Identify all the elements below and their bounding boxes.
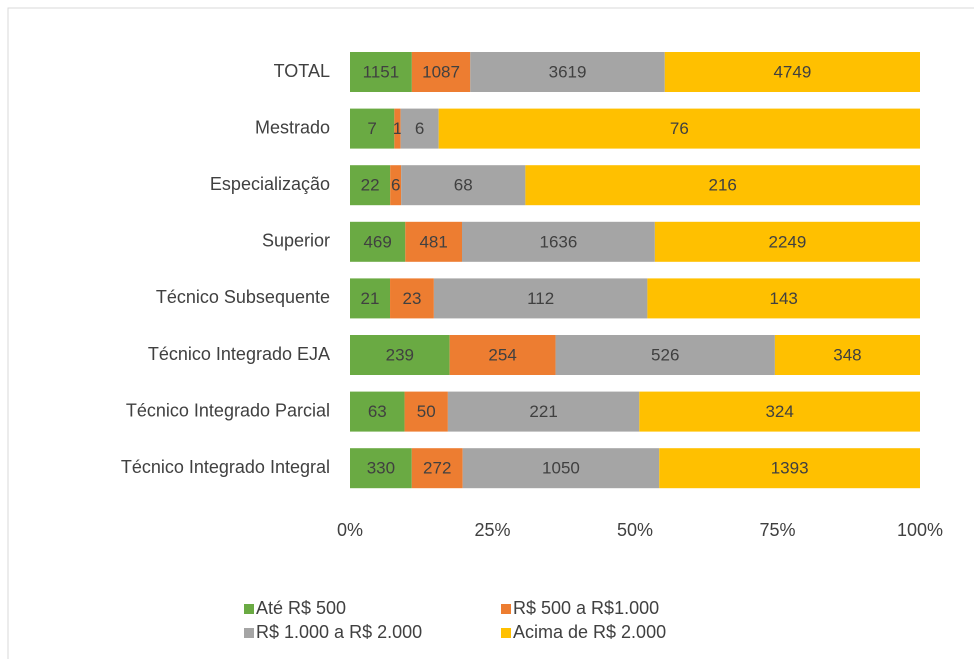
data-label: 254 [488, 345, 516, 364]
data-label: 239 [386, 345, 414, 364]
data-label: 1087 [422, 62, 460, 81]
bar-segment [350, 165, 391, 206]
bar-segment [438, 108, 920, 149]
data-label: 1 [393, 119, 402, 138]
bar-segment [405, 221, 462, 262]
data-label: 469 [363, 232, 391, 251]
bar-segment [639, 391, 920, 432]
x-tick-label: 75% [759, 520, 795, 540]
data-label: 22 [361, 176, 380, 195]
bar-segment [350, 221, 406, 262]
bar-segment [394, 108, 401, 149]
legend-swatch [244, 628, 254, 638]
bar-segment [350, 52, 412, 92]
data-label: 348 [833, 345, 861, 364]
data-label: 2249 [769, 232, 807, 251]
legend-label: Acima de R$ 2.000 [513, 622, 666, 642]
y-tick-label: Técnico Integrado Integral [121, 457, 330, 477]
legend-swatch [501, 628, 511, 638]
data-label: 6 [415, 119, 424, 138]
x-tick-label: 25% [474, 520, 510, 540]
bar-segment [400, 108, 439, 149]
data-label: 23 [402, 289, 421, 308]
data-label: 68 [454, 176, 473, 195]
bar-segment [350, 278, 391, 319]
data-label: 6 [391, 176, 400, 195]
bar-segment [654, 221, 920, 262]
legend-label: R$ 1.000 a R$ 2.000 [256, 622, 422, 642]
data-label: 324 [765, 402, 793, 421]
bar-segment [647, 278, 920, 319]
bar-segment [774, 335, 920, 375]
legend-swatch [244, 604, 254, 614]
data-label: 272 [423, 459, 451, 478]
data-label: 21 [361, 289, 380, 308]
chart-frame [7, 7, 974, 659]
data-label: 3619 [549, 62, 587, 81]
bar-segment [411, 448, 463, 489]
y-tick-label: Especialização [210, 174, 330, 194]
bar-segment [350, 335, 450, 375]
y-tick-label: Técnico Integrado EJA [148, 344, 330, 364]
bar-segment [390, 165, 402, 206]
bar-segment [447, 391, 640, 432]
bar-segment [350, 108, 395, 149]
data-label: 4749 [773, 62, 811, 81]
data-label: 1151 [363, 62, 400, 81]
y-tick-label: Técnico Integrado Parcial [126, 400, 330, 420]
data-label: 7 [367, 119, 376, 138]
bar-segment [350, 391, 405, 432]
bar-segment [664, 52, 920, 92]
y-tick-label: Superior [262, 231, 330, 251]
bar-segment [470, 52, 665, 92]
bar-segment [390, 278, 434, 319]
data-label: 221 [529, 402, 557, 421]
data-label: 481 [419, 232, 447, 251]
bar-segment [449, 335, 556, 375]
x-tick-label: 100% [897, 520, 943, 540]
bar-segment [401, 165, 526, 206]
data-label: 76 [670, 119, 689, 138]
data-label: 1050 [542, 459, 580, 478]
data-label: 143 [770, 289, 798, 308]
legend-label: Até R$ 500 [256, 598, 346, 618]
bar-segment [659, 448, 920, 489]
legend-swatch [501, 604, 511, 614]
bar-segment [404, 391, 448, 432]
data-label: 112 [527, 289, 554, 308]
data-label: 1393 [771, 459, 809, 478]
bar-segment [525, 165, 920, 206]
y-tick-label: TOTAL [274, 61, 330, 81]
data-label: 1636 [540, 232, 578, 251]
data-label: 50 [417, 402, 436, 421]
x-tick-label: 50% [617, 520, 653, 540]
bar-segment [461, 221, 655, 262]
bar-segment [411, 52, 471, 92]
x-tick-label: 0% [337, 520, 363, 540]
bar-segment [350, 448, 412, 489]
bar-segment [433, 278, 648, 319]
y-tick-label: Mestrado [255, 117, 330, 137]
bar-segment [555, 335, 775, 375]
data-label: 330 [367, 459, 395, 478]
y-tick-label: Técnico Subsequente [156, 287, 330, 307]
data-label: 63 [368, 402, 387, 421]
bar-segment [462, 448, 660, 489]
data-label: 216 [709, 176, 737, 195]
data-label: 526 [651, 345, 679, 364]
legend-label: R$ 500 a R$1.000 [513, 598, 659, 618]
